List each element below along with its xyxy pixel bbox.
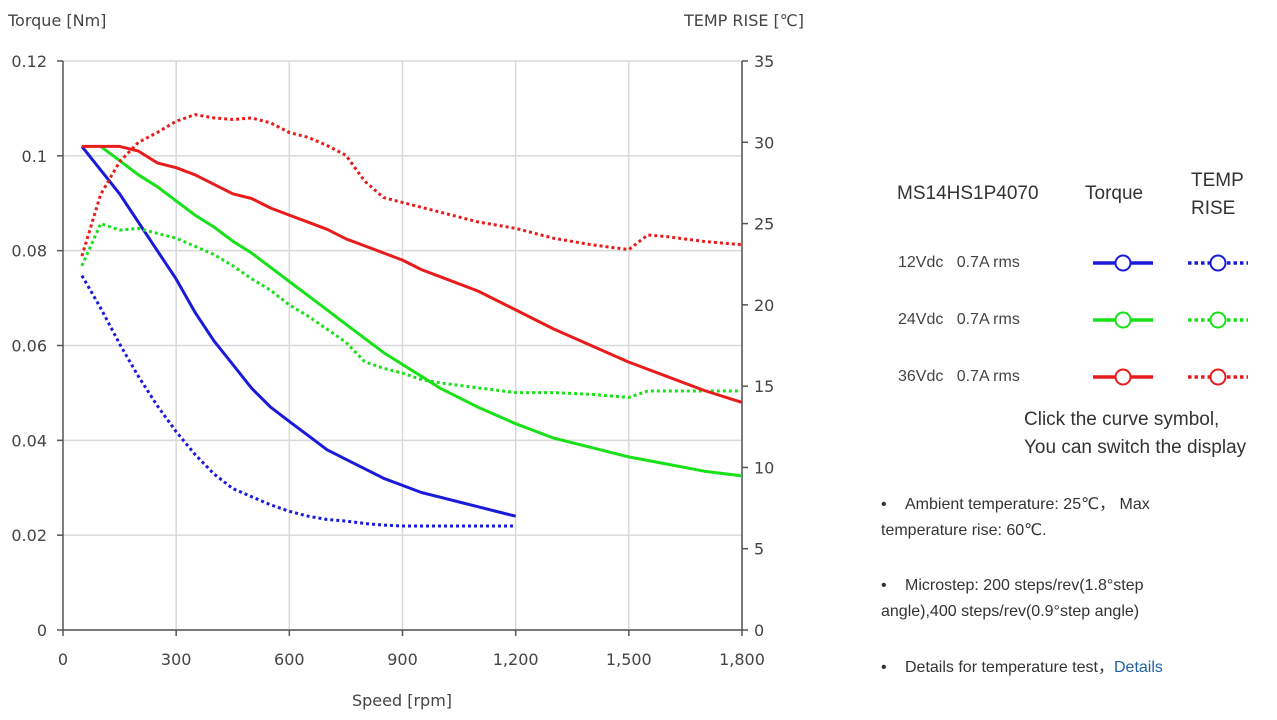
legend-temp-heading: TEMP RISE — [1191, 170, 1244, 219]
torque-temperature-chart: 0 0.02 0.04 0.06 0.08 0.1 0.12 0 5 10 15 20 25 30 35 0 3… — [7, 11, 804, 710]
legend-hint: Click the curve symbol, You can switch t… — [1024, 406, 1246, 462]
y-tick-label: 0.04 — [11, 431, 47, 450]
note-text: Ambient temperature: 25℃， Max temperatur… — [881, 496, 1150, 539]
y2-tick-label: 15 — [754, 377, 774, 396]
x-tick-label: 300 — [161, 650, 192, 669]
x-tick-label: 600 — [274, 650, 305, 669]
legend-torque-symbol-24vdc[interactable] — [1090, 305, 1156, 335]
legend-model-name: MS14HS1P4070 — [897, 183, 1039, 204]
y2-tick-label: 5 — [754, 540, 764, 559]
legend-symbol-marker — [1114, 254, 1132, 272]
bullet: • — [881, 577, 887, 594]
chart-axes — [57, 60, 748, 636]
series-line-temp-24vdc — [80, 222, 742, 399]
bullet: • — [881, 659, 887, 676]
y2-tick-label: 20 — [754, 296, 774, 315]
legend-symbol-marker — [1209, 368, 1227, 386]
legend-torque-symbol-36vdc[interactable] — [1090, 362, 1156, 392]
x-tick-label: 1,800 — [719, 650, 765, 669]
legend-row-36vdc: 36Vdc 0.7A rms — [880, 362, 1270, 396]
legend-row-label: 12Vdc 0.7A rms — [898, 254, 1020, 271]
legend-row-label: 36Vdc 0.7A rms — [898, 368, 1020, 385]
y-tick-label: 0 — [37, 621, 47, 640]
y2-tick-label: 25 — [754, 215, 774, 234]
series-line-torque-24vdc — [99, 145, 743, 478]
x-tick-label: 900 — [387, 650, 418, 669]
details-link[interactable]: Details — [1113, 659, 1163, 676]
y-tick-label: 0.12 — [11, 52, 47, 71]
y2-tick-label: 35 — [754, 52, 774, 71]
series-line-torque-36vdc — [81, 144, 743, 404]
series-line-temp-12vdc — [80, 274, 516, 528]
series-line-torque-12vdc — [80, 145, 517, 518]
y-axis-title: Torque [Nm] — [7, 11, 106, 30]
y-tick-label: 0.1 — [22, 147, 47, 166]
hint-line-2: You can switch the display — [1024, 437, 1247, 458]
note-temperature-test: • Details for temperature test，Details — [881, 655, 1211, 681]
x-axis-title: Speed [rpm] — [352, 691, 452, 710]
legend-header: MS14HS1P4070 Torque TEMP RISE — [880, 160, 1270, 230]
note-microstep: • Microstep: 200 steps/rev(1.8°step angle… — [881, 573, 1211, 625]
chart-series — [80, 113, 743, 528]
y-tick-label: 0.08 — [11, 242, 47, 261]
legend-row-24vdc: 24Vdc 0.7A rms — [880, 305, 1270, 339]
y2-tick-label: 10 — [754, 458, 774, 477]
legend-torque-heading: Torque — [1085, 183, 1144, 204]
y2-tick-label: 0 — [754, 621, 764, 640]
x-tick-label: 1,500 — [606, 650, 652, 669]
x-tick-label: 1,200 — [493, 650, 539, 669]
legend-symbol-marker — [1209, 311, 1227, 329]
note-text: Details for temperature test， — [905, 659, 1114, 676]
bullet: • — [881, 496, 887, 513]
legend-temp-symbol-36vdc[interactable] — [1185, 362, 1251, 392]
legend-symbol-marker — [1114, 368, 1132, 386]
note-ambient-temperature: • Ambient temperature: 25℃， Max temperatu… — [881, 492, 1211, 544]
chart-tick-labels: 0 0.02 0.04 0.06 0.08 0.1 0.12 0 5 10 15 20 25 30 35 0 3… — [11, 52, 774, 669]
legend-symbol-marker — [1114, 311, 1132, 329]
legend-symbol-marker — [1209, 254, 1227, 272]
legend-temp-symbol-12vdc[interactable] — [1185, 248, 1251, 278]
legend-row-12vdc: 12Vdc 0.7A rms — [880, 248, 1270, 282]
y2-axis-title: TEMP RISE [℃] — [683, 11, 804, 30]
chart-grid — [63, 60, 743, 631]
legend-temp-symbol-24vdc[interactable] — [1185, 305, 1251, 335]
hint-line-1: Click the curve symbol, — [1024, 409, 1220, 430]
legend-row-label: 24Vdc 0.7A rms — [898, 311, 1020, 328]
y-tick-label: 0.02 — [11, 526, 47, 545]
note-text: Microstep: 200 steps/rev(1.8°step angle)… — [881, 577, 1144, 620]
x-tick-label: 0 — [58, 650, 68, 669]
y2-tick-label: 30 — [754, 133, 774, 152]
series-line-temp-36vdc — [80, 113, 743, 257]
legend-torque-symbol-12vdc[interactable] — [1090, 248, 1156, 278]
y-tick-label: 0.06 — [11, 337, 47, 356]
